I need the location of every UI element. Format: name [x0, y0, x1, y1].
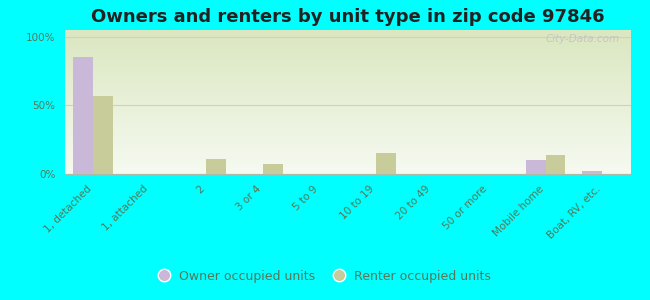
Legend: Owner occupied units, Renter occupied units: Owner occupied units, Renter occupied un… — [154, 265, 496, 288]
Text: City-Data.com: City-Data.com — [545, 34, 619, 44]
Bar — [207, 159, 226, 174]
Bar — [94, 96, 113, 174]
Bar — [263, 164, 283, 174]
Bar — [376, 153, 396, 174]
Bar — [526, 160, 546, 174]
Bar — [546, 155, 566, 174]
Bar — [73, 57, 94, 174]
Bar — [582, 171, 602, 174]
Title: Owners and renters by unit type in zip code 97846: Owners and renters by unit type in zip c… — [91, 8, 604, 26]
